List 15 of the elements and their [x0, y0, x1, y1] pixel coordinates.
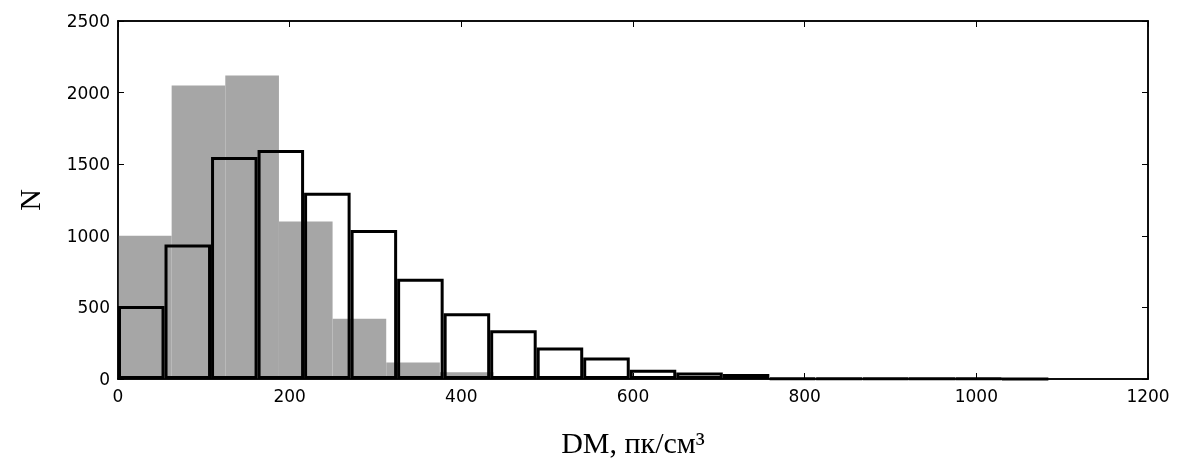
x-tick-label: 400: [445, 385, 478, 406]
x-tick-label: 200: [273, 385, 306, 406]
x-tick-label: 1000: [954, 385, 998, 406]
x-tick-label: 1200: [1126, 385, 1170, 406]
y-tick-label: 0: [99, 369, 110, 389]
y-tick-label: 500: [77, 297, 110, 318]
y-tick-label: 1000: [66, 225, 110, 246]
y-tick-label: 2500: [66, 11, 110, 31]
x-axis-title: DM, пк/см³: [561, 425, 705, 459]
x-tick-label: 800: [788, 385, 821, 406]
y-tick-label: 1500: [66, 154, 110, 175]
x-tick-label: 600: [616, 385, 650, 406]
x-tick-label: 0: [112, 385, 124, 406]
y-tick-label: 2000: [66, 82, 110, 103]
y-axis-title: N: [12, 189, 46, 211]
